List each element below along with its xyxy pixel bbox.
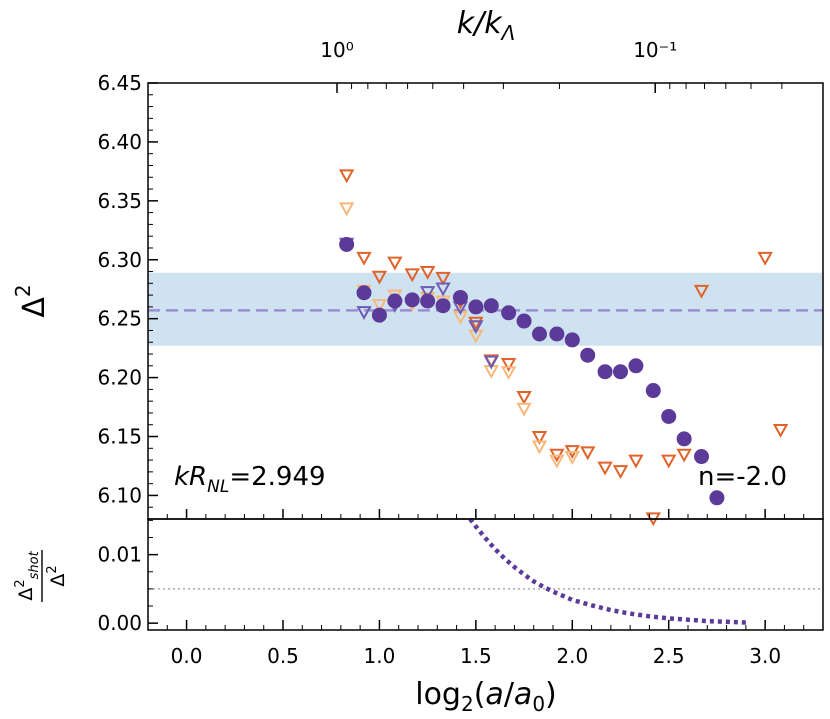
data-point-circle — [694, 449, 709, 465]
y-tick-label: 6.25 — [97, 307, 142, 331]
data-point-triangle — [338, 169, 355, 184]
data-point-triangle — [387, 256, 403, 271]
data-point-triangle — [356, 251, 372, 266]
data-point-triangle — [612, 465, 629, 480]
svg-text:Δ2shot: Δ2shot — [13, 550, 42, 600]
data-point-triangle — [676, 448, 692, 463]
data-point-triangle — [468, 320, 484, 335]
data-point-triangle — [338, 202, 355, 217]
data-point-triangle — [516, 390, 532, 405]
data-point-triangle — [628, 454, 644, 469]
data-point-triangle — [371, 270, 388, 285]
data-point-circle — [356, 285, 372, 301]
bottom-y-ticks: 0.00 0.01 — [97, 519, 158, 635]
data-point-circle — [371, 307, 387, 323]
annotation-right: n=-2.0 — [698, 462, 787, 492]
data-point-circle — [435, 298, 451, 314]
y-tick-label: 0.01 — [97, 543, 142, 567]
data-point-circle — [532, 326, 547, 342]
y-tick-label: 0.00 — [97, 611, 142, 635]
data-point-circle — [613, 364, 628, 380]
data-point-circle — [452, 289, 468, 305]
y-tick-label: 6.20 — [97, 366, 142, 390]
data-point-circle — [516, 313, 532, 329]
y-tick-label: 6.45 — [97, 71, 142, 95]
x-tick-label: 0.0 — [171, 644, 203, 668]
data-point-circle — [597, 364, 613, 380]
data-point-triangle — [435, 282, 451, 297]
top-axis-title: k/kΛ — [457, 6, 516, 45]
data-point-triangle — [693, 284, 710, 299]
data-point-triangle — [435, 271, 451, 286]
data-point-triangle — [531, 431, 548, 445]
data-point-triangle — [757, 251, 773, 266]
data-point-circle — [339, 236, 355, 252]
data-point-triangle — [772, 423, 789, 438]
data-point-triangle — [356, 306, 372, 320]
top-panel: 6.10 6.15 6.20 6.25 6.30 6.35 6.40 6.45 10⁰ 10⁻¹… — [11, 6, 824, 527]
top-x-ticks — [166, 509, 805, 519]
series-main — [339, 236, 725, 506]
data-point-triangle — [500, 366, 517, 381]
top-y-axis-title: Δ2 — [11, 284, 52, 317]
top-tick-label: 10⁰ — [320, 38, 353, 62]
x-tick-label: 2.5 — [653, 644, 685, 668]
bottom-panel-frame — [147, 518, 824, 631]
top-series-group — [338, 169, 789, 527]
x-tick-label: 1.0 — [364, 644, 396, 668]
top-tick-label: 10⁻¹ — [633, 38, 677, 62]
data-point-triangle — [597, 461, 613, 476]
data-point-triangle — [549, 454, 565, 469]
x-tick-label: 0.5 — [267, 644, 299, 668]
data-point-triangle — [500, 357, 517, 372]
data-point-circle — [483, 298, 499, 314]
data-point-circle — [387, 293, 403, 309]
data-point-triangle — [661, 454, 677, 469]
bottom-y-axis-title: Δ2shot Δ2 — [13, 550, 69, 602]
x-axis-title: log2(a/a0) — [415, 677, 557, 716]
data-point-triangle — [516, 402, 532, 417]
data-point-triangle — [468, 316, 484, 331]
top-secondary-axis-ticks: 10⁰ 10⁻¹ — [320, 38, 783, 93]
annotation-left: kRNL=2.949 — [174, 462, 326, 497]
data-point-triangle — [483, 355, 499, 370]
x-tick-label: 2.0 — [556, 644, 588, 668]
data-point-circle — [645, 383, 661, 399]
data-point-circle — [404, 292, 420, 308]
data-point-triangle — [564, 451, 580, 465]
y-tick-label: 6.15 — [97, 425, 142, 449]
data-point-circle — [468, 299, 484, 315]
data-point-triangle — [371, 299, 388, 313]
data-point-triangle — [419, 266, 436, 280]
x-tick-label: 1.5 — [460, 644, 492, 668]
data-point-triangle — [404, 268, 420, 283]
data-point-circle — [661, 408, 677, 424]
data-point-triangle — [419, 286, 436, 300]
x-tick-label: 3.0 — [749, 644, 781, 668]
top-y-ticks: 6.10 6.15 6.20 6.25 6.30 6.35 6.40 6.45 — [97, 71, 158, 520]
data-point-circle — [420, 293, 436, 309]
data-point-circle — [709, 490, 725, 506]
data-point-circle — [628, 358, 644, 374]
svg-text:Δ2: Δ2 — [45, 565, 69, 586]
bottom-x-ticks: 0.0 0.5 1.0 1.5 2.0 2.5 3.0 — [166, 620, 805, 668]
data-point-circle — [549, 326, 565, 342]
data-point-triangle — [531, 440, 548, 455]
data-point-triangle — [580, 446, 596, 461]
data-point-circle — [580, 347, 596, 363]
y-tick-label: 6.40 — [97, 130, 142, 154]
bottom-panel: 0.00 0.01 0.0 0.5 1.0 1.5 2.0 2.5 3.0 log2(a/a0… — [13, 517, 824, 716]
y-tick-label: 6.35 — [97, 189, 142, 213]
y-tick-label: 6.10 — [97, 483, 142, 507]
y-tick-label: 6.30 — [97, 248, 142, 272]
data-point-circle — [564, 332, 580, 348]
data-point-circle — [501, 305, 517, 321]
data-point-circle — [676, 431, 692, 447]
shot-noise-curve — [468, 517, 746, 625]
